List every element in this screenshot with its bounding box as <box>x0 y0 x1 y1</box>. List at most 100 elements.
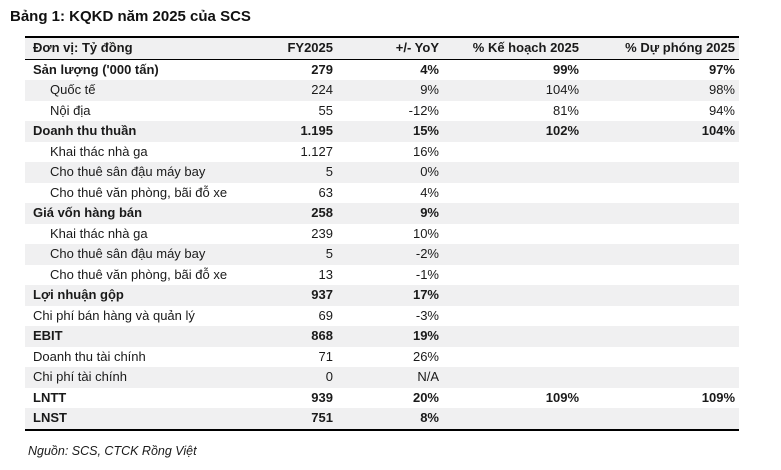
row-value: 939 <box>311 389 333 405</box>
row-value <box>583 306 739 327</box>
row-label: Cho thuê sân đậu máy bay <box>50 164 206 179</box>
row-label: Chi phí bán hàng và quản lý <box>33 307 195 323</box>
row-value <box>443 285 583 306</box>
row-value <box>583 203 739 224</box>
row-value: 19% <box>412 328 439 343</box>
table-row: Khai thác nhà ga 1.127 16% <box>25 142 739 163</box>
table-row: LNST 751 8% <box>25 408 739 430</box>
row-value <box>583 285 739 306</box>
row-value <box>443 244 583 265</box>
column-header-proj-pct: % Dự phóng 2025 <box>583 36 739 60</box>
row-value: 4% <box>420 61 439 77</box>
row-value: -1% <box>415 266 439 282</box>
row-label: Lợi nhuận gộp <box>33 287 124 302</box>
table-row: Doanh thu tài chính 71 26% <box>25 347 739 368</box>
table-row: Khai thác nhà ga 239 10% <box>25 224 739 245</box>
table-row: EBIT 868 19% <box>25 326 739 347</box>
row-value: 102% <box>545 123 579 138</box>
row-label: LNST <box>33 410 67 425</box>
row-value <box>443 347 583 368</box>
row-value: 71 <box>318 348 333 364</box>
row-value <box>583 265 739 286</box>
row-value: 8% <box>420 410 439 425</box>
table-row: Chi phí bán hàng và quản lý 69 -3% <box>25 306 739 327</box>
row-value <box>443 142 583 163</box>
table-row: Cho thuê sân đậu máy bay 5 0% <box>25 162 739 183</box>
table-row: Cho thuê văn phòng, bãi đỗ xe 63 4% <box>25 183 739 204</box>
row-value: 16% <box>412 143 439 159</box>
row-label: Nội địa <box>50 102 91 118</box>
row-value <box>443 367 583 388</box>
row-value <box>583 347 739 368</box>
row-value: 258 <box>311 205 333 220</box>
table-header-row: Đơn vị: Tỷ đồng FY2025 +/- YoY % Kế hoạc… <box>25 36 739 60</box>
row-label: Cho thuê văn phòng, bãi đỗ xe <box>50 184 228 200</box>
row-value <box>443 203 583 224</box>
results-table-container: Đơn vị: Tỷ đồng FY2025 +/- YoY % Kế hoạc… <box>25 36 739 431</box>
row-value: 63 <box>318 184 333 200</box>
table-row: Giá vốn hàng bán 258 9% <box>25 203 739 224</box>
row-value <box>583 326 739 347</box>
row-value <box>443 408 583 430</box>
row-label: Khai thác nhà ga <box>50 225 148 241</box>
row-value: 751 <box>311 410 333 425</box>
row-value: 94% <box>708 102 735 118</box>
row-value <box>583 162 739 183</box>
row-label: LNTT <box>33 389 67 405</box>
table-row: LNTT 939 20% 109% 109% <box>25 388 739 409</box>
row-value: 1.195 <box>300 123 333 138</box>
row-label: Cho thuê văn phòng, bãi đỗ xe <box>50 266 228 282</box>
table-row: Lợi nhuận gộp 937 17% <box>25 285 739 306</box>
row-value <box>583 183 739 204</box>
row-value: 5 <box>325 164 333 179</box>
row-value <box>583 367 739 388</box>
row-label: Quốc tế <box>50 82 96 97</box>
row-value: 937 <box>311 287 333 302</box>
row-value: 13 <box>318 266 333 282</box>
table-row: Cho thuê văn phòng, bãi đỗ xe 13 -1% <box>25 265 739 286</box>
table-row: Doanh thu thuần 1.195 15% 102% 104% <box>25 121 739 142</box>
row-label: Doanh thu tài chính <box>33 348 146 364</box>
row-label: Giá vốn hàng bán <box>33 205 143 220</box>
row-value: 26% <box>412 348 439 364</box>
row-value: 0 <box>325 369 333 384</box>
row-value: 15% <box>412 123 439 138</box>
column-header-yoy: +/- YoY <box>337 36 443 60</box>
row-value <box>443 306 583 327</box>
row-value <box>583 224 739 245</box>
row-value: 69 <box>318 307 333 323</box>
row-value: 20% <box>412 389 439 405</box>
table-row: Sản lượng ('000 tấn) 279 4% 99% 97% <box>25 59 739 80</box>
column-header-plan-pct: % Kế hoạch 2025 <box>443 36 583 60</box>
row-label: Cho thuê sân đậu máy bay <box>50 246 206 261</box>
page-title: Bảng 1: KQKD năm 2025 của SCS <box>10 8 251 25</box>
row-label: Doanh thu thuần <box>33 123 137 138</box>
row-value: 17% <box>412 287 439 302</box>
row-value: 97% <box>708 61 735 77</box>
table-row: Quốc tế 224 9% 104% 98% <box>25 80 739 101</box>
table-row: Nội địa 55 -12% 81% 94% <box>25 101 739 122</box>
row-value <box>443 326 583 347</box>
row-value <box>583 408 739 430</box>
table-body: Sản lượng ('000 tấn) 279 4% 99% 97% Quốc tế 22… <box>25 59 739 430</box>
row-value <box>583 142 739 163</box>
row-label: Khai thác nhà ga <box>50 143 148 159</box>
row-label: Chi phí tài chính <box>33 369 127 384</box>
row-value: 239 <box>311 225 333 241</box>
row-value <box>443 224 583 245</box>
row-value: -3% <box>415 307 439 323</box>
source-note: Nguồn: SCS, CTCK Rồng Việt <box>28 443 197 458</box>
row-value: -2% <box>415 246 439 261</box>
row-value: 4% <box>420 184 439 200</box>
row-value: 9% <box>420 82 439 97</box>
row-value: 279 <box>311 61 333 77</box>
row-value: 98% <box>708 82 735 97</box>
row-value: 109% <box>701 389 735 405</box>
row-value: 104% <box>701 123 735 138</box>
row-value: 55 <box>318 102 333 118</box>
row-value: -12% <box>408 102 439 118</box>
row-value: 224 <box>311 82 333 97</box>
row-value: 9% <box>420 205 439 220</box>
row-value: 109% <box>545 389 579 405</box>
row-value <box>583 244 739 265</box>
